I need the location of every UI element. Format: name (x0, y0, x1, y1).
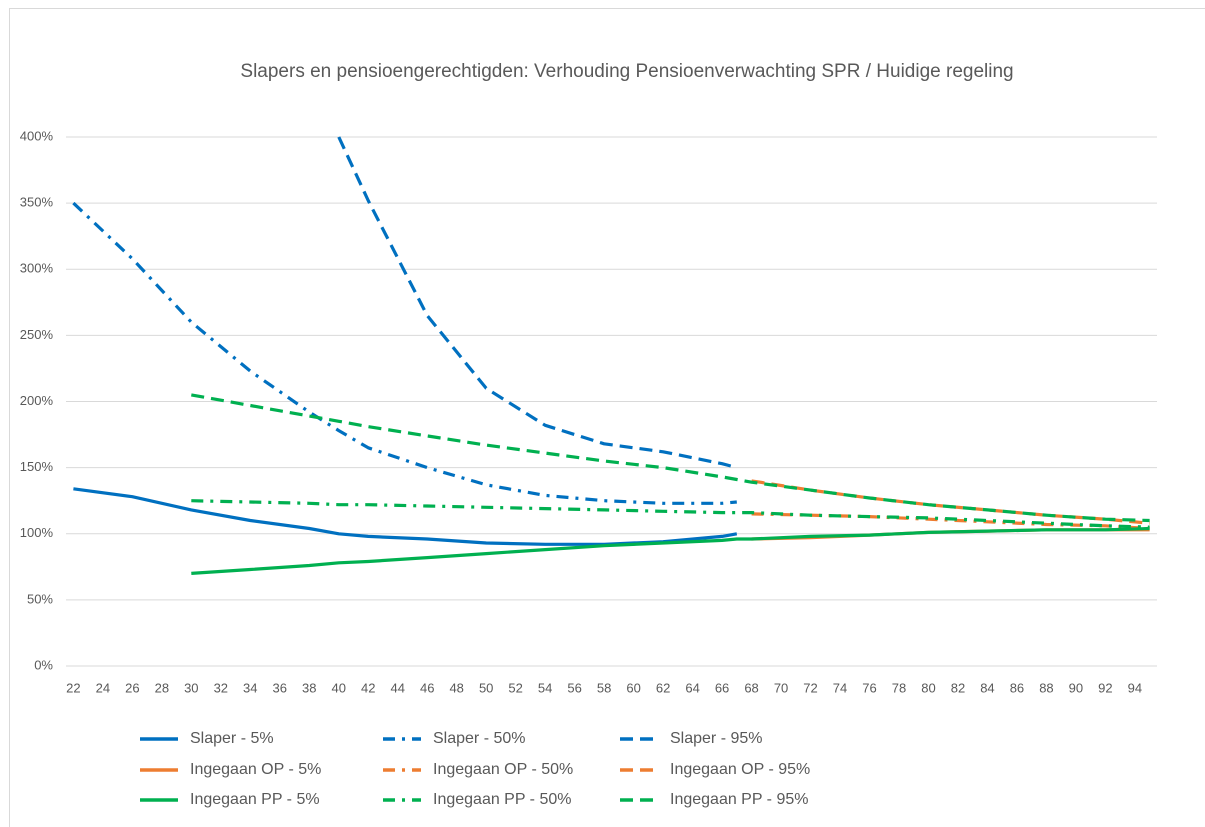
legend-label: Ingegaan PP - 50% (433, 791, 571, 808)
series-line (72, 201, 737, 505)
legend-label: Ingegaan OP - 5% (190, 761, 321, 778)
x-tick-label: 38 (302, 680, 316, 695)
x-tick-label: 48 (449, 680, 463, 695)
y-tick-label: 200% (20, 393, 54, 408)
x-tick-label: 84 (980, 680, 994, 695)
x-tick-label: 54 (538, 680, 552, 695)
x-tick-label: 90 (1069, 680, 1083, 695)
legend-label: Ingegaan PP - 95% (670, 791, 808, 808)
series-line (191, 499, 1150, 529)
x-tick-label: 32 (214, 680, 228, 695)
x-tick-label: 58 (597, 680, 611, 695)
x-tick-label: 56 (567, 680, 581, 695)
x-tick-label: 36 (273, 680, 287, 695)
y-tick-label: 250% (20, 327, 54, 342)
x-tick-label: 26 (125, 680, 139, 695)
x-tick-label: 70 (774, 680, 788, 695)
x-tick-label: 88 (1039, 680, 1053, 695)
y-tick-label: 50% (27, 591, 53, 606)
x-tick-label: 86 (1010, 680, 1024, 695)
legend-label: Ingegaan OP - 50% (433, 761, 573, 778)
x-tick-label: 50 (479, 680, 493, 695)
x-tick-label: 44 (390, 680, 404, 695)
x-tick-label: 24 (96, 680, 110, 695)
x-tick-label: 74 (833, 680, 847, 695)
y-tick-label: 100% (20, 525, 54, 540)
x-tick-label: 78 (892, 680, 906, 695)
legend-label: Ingegaan OP - 95% (670, 761, 810, 778)
x-tick-label: 92 (1098, 680, 1112, 695)
y-tick-label: 350% (20, 195, 54, 210)
x-tick-label: 82 (951, 680, 965, 695)
y-tick-label: 300% (20, 261, 54, 276)
x-tick-label: 66 (715, 680, 729, 695)
x-tick-label: 52 (508, 680, 522, 695)
chart-frame (9, 8, 1205, 827)
y-tick-label: 0% (34, 657, 53, 672)
chart-title: Slapers en pensioengerechtigden: Verhoud… (240, 61, 1013, 82)
x-tick-label: 46 (420, 680, 434, 695)
legend-label: Slaper - 50% (433, 730, 526, 747)
x-tick-label: 22 (66, 680, 80, 695)
series-line (191, 393, 1150, 523)
x-tick-label: 28 (155, 680, 169, 695)
x-tick-label: 64 (685, 680, 699, 695)
series-line (751, 479, 1150, 525)
y-tick-label: 400% (20, 128, 54, 143)
series-line (191, 526, 1150, 575)
x-tick-label: 34 (243, 680, 257, 695)
x-tick-label: 62 (656, 680, 670, 695)
series-line (337, 136, 738, 470)
x-tick-label: 60 (626, 680, 640, 695)
x-tick-label: 30 (184, 680, 198, 695)
legend-label: Ingegaan PP - 5% (190, 791, 320, 808)
x-tick-label: 72 (803, 680, 817, 695)
x-tick-label: 40 (332, 680, 346, 695)
y-tick-label: 150% (20, 459, 54, 474)
legend-label: Slaper - 5% (190, 730, 274, 747)
x-tick-label: 42 (361, 680, 375, 695)
x-tick-label: 80 (921, 680, 935, 695)
x-tick-label: 94 (1128, 680, 1142, 695)
x-tick-label: 68 (744, 680, 758, 695)
x-tick-label: 76 (862, 680, 876, 695)
legend-label: Slaper - 95% (670, 730, 763, 747)
